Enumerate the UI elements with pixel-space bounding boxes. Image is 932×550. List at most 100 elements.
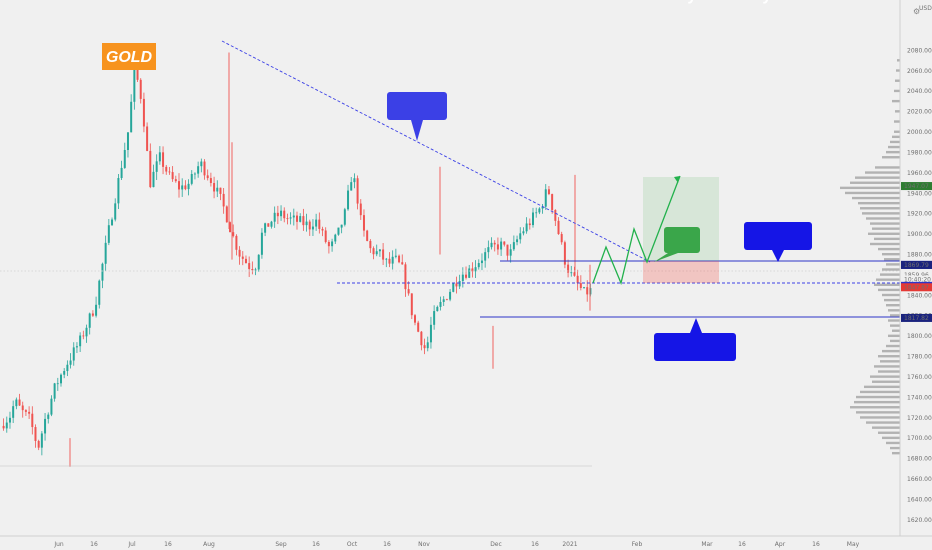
candle-body [130,101,133,133]
candle-body [24,410,27,412]
volume-profile-bar [886,441,900,445]
y-tick-label: 2040.00 [907,88,932,95]
candle-body [544,189,547,207]
candle-body [480,260,483,264]
candle-body [391,256,394,264]
candle-body [289,217,292,219]
14-pointer [690,318,702,333]
volume-profile-bar [878,370,900,373]
x-tick-label: Jun [53,541,64,548]
candle-body [155,161,158,172]
candle-body [200,161,203,167]
candle-body [254,269,257,271]
candle-body [410,293,413,316]
price-label-box [901,270,932,279]
candle-body [490,242,493,248]
14-box [744,222,812,250]
x-tick-label: 2021 [562,541,577,548]
volume-profile-bar [890,140,900,144]
14-text: mirror level [651,0,738,4]
candle-body [66,364,69,372]
candle-body [187,183,190,190]
14-pointer [654,253,678,262]
candle-body [276,212,279,217]
volume-profile-bar [892,99,900,103]
volume-profile-bar [850,181,900,184]
volume-profile-bar [892,329,900,332]
candle-body [471,268,474,272]
candle-body [101,263,104,281]
candle-body [95,304,98,316]
candle-body [286,218,289,220]
candle-body [557,220,560,235]
candle-body [37,440,40,448]
x-tick-label: Oct [347,541,358,548]
candle-body [449,291,452,300]
volume-profile-bar [856,411,900,414]
volume-profile-bar [870,222,900,225]
volume-profile-bar [882,349,900,353]
candle-body [18,399,21,406]
price-axis-unit: USD [919,5,932,12]
settings-icon[interactable]: ⚙ [913,7,920,16]
candle-body [509,249,512,256]
candle-body [88,313,91,328]
y-tick-label: 1960.00 [907,170,932,177]
candle-body [126,132,129,150]
candle-body [299,216,302,222]
candle-body [547,189,550,195]
volume-profile-bar [880,360,900,363]
candle-body [31,413,34,428]
candle-body [455,283,458,287]
candle-body [417,322,420,332]
14-box [664,227,700,253]
price-label-box [901,313,932,322]
candle-body [15,399,18,407]
volume-profile-bar [860,207,900,210]
y-tick-label: 1920.00 [907,211,932,218]
candle-body [429,324,432,343]
price-label-box [901,182,932,191]
volume-profile-bar [865,171,900,174]
volume-profile-bar [896,69,900,72]
price-label-text: 1817.82 [904,315,929,322]
candle-body [554,209,557,221]
candle-body [168,171,171,173]
x-tick-label: Mar [701,541,713,548]
candle-body [165,166,168,172]
candle-body [372,248,375,255]
candle-body [445,299,448,301]
projection-path [592,175,681,286]
volume-profile-bar [862,212,900,215]
candle-body [280,210,283,217]
candle-body [337,227,340,235]
candle-body [136,69,139,80]
candle-body [232,232,235,236]
volume-profile-bar [884,258,900,261]
volume-profile-bar [890,314,900,317]
price-label-box [901,275,932,284]
candle-body [532,212,534,226]
candle-body [426,342,429,349]
candle-body [343,209,346,225]
y-tick-label: 1640.00 [907,496,932,503]
y-tick-label: 2080.00 [907,47,932,54]
candle-body [401,262,404,265]
candle-body [525,223,528,232]
x-tick-label: Apr [775,541,786,548]
candle-body [570,272,573,274]
candle-body [586,287,589,295]
candle-body [158,152,161,162]
candle-body [484,252,487,261]
volume-profile-bar [856,395,900,399]
candle-body [190,174,193,184]
price-label-box [901,283,932,292]
volume-profile-bar [866,421,900,424]
candle-body [356,178,359,204]
candle-body [114,203,117,220]
candle-body [487,247,490,253]
candle-body [241,256,244,259]
candle-body [394,255,397,257]
candle-body [474,267,477,272]
gold-badge [102,43,156,70]
